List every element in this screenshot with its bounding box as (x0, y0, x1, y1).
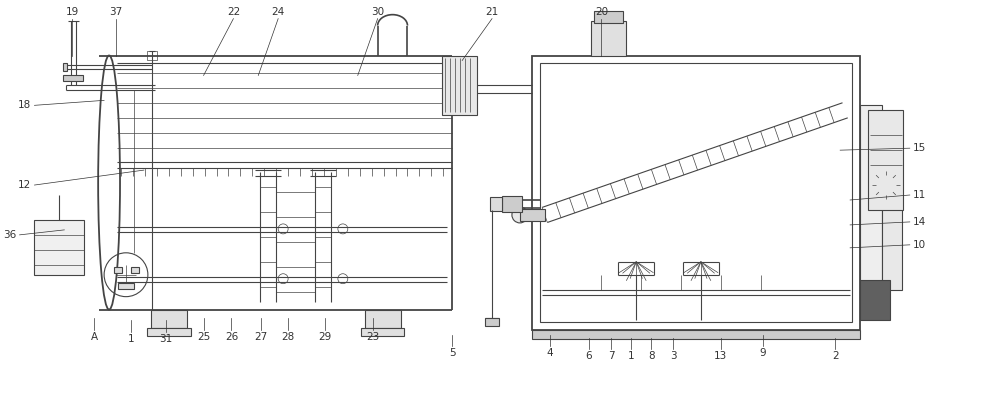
Bar (520, 209, 545, 221)
Text: 12: 12 (18, 180, 32, 190)
Bar (34, 220, 84, 275)
Text: 9: 9 (759, 348, 766, 359)
Text: 19: 19 (66, 7, 79, 17)
Text: 23: 23 (366, 331, 379, 342)
Bar (485, 318, 499, 325)
Bar (882, 125, 902, 290)
Bar (63, 63, 67, 71)
Text: 28: 28 (281, 331, 295, 342)
Circle shape (512, 207, 528, 223)
Bar (532, 329, 860, 340)
Text: 8: 8 (648, 351, 654, 361)
Text: 10: 10 (913, 240, 926, 250)
Text: 26: 26 (225, 331, 238, 342)
Bar (361, 327, 404, 336)
Bar (63, 75, 83, 82)
Text: 2: 2 (832, 351, 838, 361)
Text: 15: 15 (913, 143, 926, 153)
Text: 7: 7 (608, 351, 615, 361)
Text: 27: 27 (255, 331, 268, 342)
Bar (540, 63, 852, 322)
Bar (114, 267, 122, 273)
Text: A: A (91, 331, 98, 342)
Bar (151, 310, 187, 327)
Text: 20: 20 (595, 7, 608, 17)
Text: 36: 36 (3, 230, 17, 240)
Bar (147, 327, 191, 336)
Text: 21: 21 (485, 7, 499, 17)
Text: 25: 25 (197, 331, 210, 342)
Text: 13: 13 (714, 351, 727, 361)
Bar (591, 20, 626, 56)
Bar (147, 50, 157, 61)
Bar (860, 280, 890, 320)
Bar (594, 11, 623, 22)
Text: 30: 30 (371, 7, 384, 17)
Text: 22: 22 (227, 7, 240, 17)
Bar (532, 56, 860, 329)
Bar (118, 283, 134, 289)
Text: 1: 1 (128, 333, 134, 344)
Bar (490, 197, 502, 211)
Text: 4: 4 (546, 348, 553, 359)
Text: 3: 3 (670, 351, 676, 361)
Text: 31: 31 (159, 333, 172, 344)
Bar (442, 56, 477, 115)
Text: 29: 29 (318, 331, 332, 342)
Text: 37: 37 (109, 7, 123, 17)
Bar (502, 196, 522, 212)
Text: 5: 5 (449, 348, 456, 359)
Text: 18: 18 (18, 100, 32, 110)
Text: 24: 24 (272, 7, 285, 17)
Bar (868, 110, 903, 210)
Text: 14: 14 (913, 217, 926, 227)
Bar (860, 105, 882, 299)
Bar (131, 267, 139, 273)
Bar (365, 310, 401, 327)
Text: 11: 11 (913, 190, 926, 200)
Text: 6: 6 (585, 351, 592, 361)
Text: 1: 1 (628, 351, 635, 361)
